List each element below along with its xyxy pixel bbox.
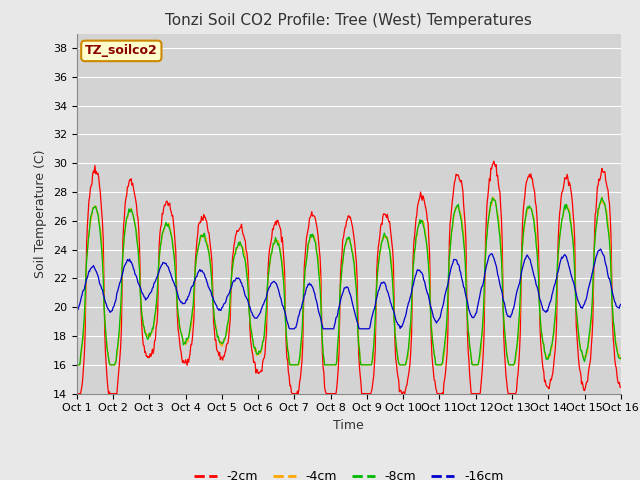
Y-axis label: Soil Temperature (C): Soil Temperature (C) [35,149,47,278]
-2cm [216,349,223,355]
-4cm [447,238,454,243]
-2cm [568,193,575,199]
-8cm [567,221,575,227]
Title: Tonzi Soil CO2 Profile: Tree (West) Temperatures: Tonzi Soil CO2 Profile: Tree (West) Temp… [165,13,532,28]
-16cm [617,301,625,307]
-2cm [447,215,454,221]
-16cm [596,246,604,252]
-8cm [340,247,348,252]
-16cm [193,274,200,280]
-8cm [598,195,605,201]
X-axis label: Time: Time [333,419,364,432]
-4cm [193,260,200,266]
-4cm [598,194,605,200]
-2cm [617,384,625,390]
-2cm [73,391,81,396]
-16cm [568,274,575,280]
-2cm [394,368,401,374]
-4cm [340,246,348,252]
Text: TZ_soilco2: TZ_soilco2 [85,44,157,58]
-8cm [394,349,401,355]
-16cm [448,264,456,269]
-16cm [341,285,349,291]
-4cm [617,356,625,362]
-4cm [216,340,223,346]
-8cm [73,362,81,368]
-8cm [216,339,223,345]
-8cm [447,239,454,245]
-2cm [490,158,498,164]
-8cm [193,256,200,262]
-16cm [73,308,81,314]
-4cm [567,217,575,223]
-2cm [193,246,200,252]
Line: -8cm: -8cm [77,198,621,365]
Line: -16cm: -16cm [77,249,621,329]
-8cm [617,356,625,361]
-16cm [286,326,294,332]
-16cm [394,322,402,328]
-2cm [340,229,348,235]
-16cm [216,306,223,312]
-4cm [73,362,81,368]
-4cm [394,350,401,356]
Line: -2cm: -2cm [77,161,621,394]
Line: -4cm: -4cm [77,197,621,365]
Legend: -2cm, -4cm, -8cm, -16cm: -2cm, -4cm, -8cm, -16cm [189,465,508,480]
